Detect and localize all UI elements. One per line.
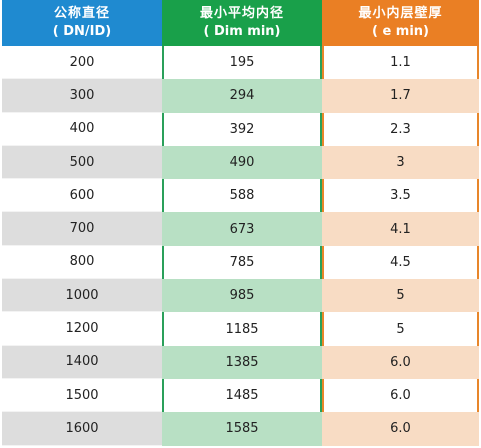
cell-e: 5 bbox=[396, 321, 405, 337]
table-row: 1000 985 5 bbox=[2, 279, 479, 313]
cell-e: 6.0 bbox=[322, 412, 479, 446]
cell-e: 3.5 bbox=[390, 188, 411, 204]
cell-dn: 1000 bbox=[2, 279, 162, 313]
table-body: 200 195 1.1 300 294 1.7 400 392 2.3 500 490 3 600 588… bbox=[2, 46, 479, 446]
cell-e: 1.1 bbox=[390, 55, 411, 71]
cell-dn: 600 bbox=[2, 179, 162, 213]
table-row: 1600 1585 6.0 bbox=[2, 412, 479, 446]
cell-dim: 785 bbox=[229, 254, 255, 270]
cell-e: 6.0 bbox=[322, 345, 479, 379]
table-row: 800 785 4.5 bbox=[2, 246, 479, 280]
cell-dn: 1200 bbox=[2, 312, 162, 346]
cell-dim: 1185 bbox=[225, 321, 259, 337]
header-e-subtitle: ( e min) bbox=[371, 24, 429, 39]
cell-dim: 673 bbox=[162, 212, 322, 246]
cell-e: 3 bbox=[322, 145, 479, 180]
cell-dn: 400 bbox=[2, 113, 162, 146]
table-row: 700 673 4.1 bbox=[2, 212, 479, 246]
cell-dn: 500 bbox=[2, 145, 162, 180]
cell-e: 2.3 bbox=[390, 121, 411, 137]
cell-dim: 985 bbox=[162, 279, 322, 313]
table-row: 500 490 3 bbox=[2, 145, 479, 180]
cell-dn: 1500 bbox=[2, 379, 162, 413]
cell-e: 4.1 bbox=[322, 212, 479, 246]
cell-dim: 1385 bbox=[162, 345, 322, 379]
header-e: 最小内层壁厚 ( e min) bbox=[322, 0, 479, 46]
header-e-title: 最小内层壁厚 bbox=[358, 6, 443, 21]
table-row: 1500 1485 6.0 bbox=[2, 379, 479, 413]
cell-dim: 195 bbox=[229, 55, 255, 71]
cell-dn: 300 bbox=[2, 79, 162, 113]
cell-dn: 1600 bbox=[2, 412, 162, 446]
cell-dim: 490 bbox=[162, 145, 322, 180]
cell-e: 1.7 bbox=[322, 79, 479, 113]
header-dim: 最小平均内径 ( Dim min) bbox=[162, 0, 322, 46]
cell-dim: 392 bbox=[229, 121, 255, 137]
cell-dn: 200 bbox=[2, 46, 162, 80]
header-dn: 公称直径 ( DN/ID) bbox=[2, 0, 162, 46]
table-row: 1400 1385 6.0 bbox=[2, 345, 479, 379]
table-row: 1200 1185 5 bbox=[2, 312, 479, 346]
cell-dn: 800 bbox=[2, 246, 162, 280]
header-dn-title: 公称直径 bbox=[53, 6, 110, 21]
cell-dim: 1485 bbox=[225, 388, 259, 404]
cell-dim: 294 bbox=[162, 79, 322, 113]
cell-dn: 700 bbox=[2, 212, 162, 246]
table-row: 300 294 1.7 bbox=[2, 79, 479, 113]
cell-e: 5 bbox=[322, 279, 479, 313]
cell-dim: 1585 bbox=[162, 412, 322, 446]
cell-e: 6.0 bbox=[390, 388, 411, 404]
header-dn-subtitle: ( DN/ID) bbox=[52, 24, 112, 39]
table-row: 200 195 1.1 bbox=[2, 46, 479, 80]
cell-dn: 1400 bbox=[2, 345, 162, 379]
header-dim-title: 最小平均内径 bbox=[199, 6, 284, 21]
cell-dim: 588 bbox=[229, 188, 255, 204]
table-row: 600 588 3.5 bbox=[2, 179, 479, 213]
cell-e: 4.5 bbox=[390, 254, 411, 270]
table-row: 400 392 2.3 bbox=[2, 113, 479, 146]
header-dim-subtitle: ( Dim min) bbox=[203, 24, 281, 39]
